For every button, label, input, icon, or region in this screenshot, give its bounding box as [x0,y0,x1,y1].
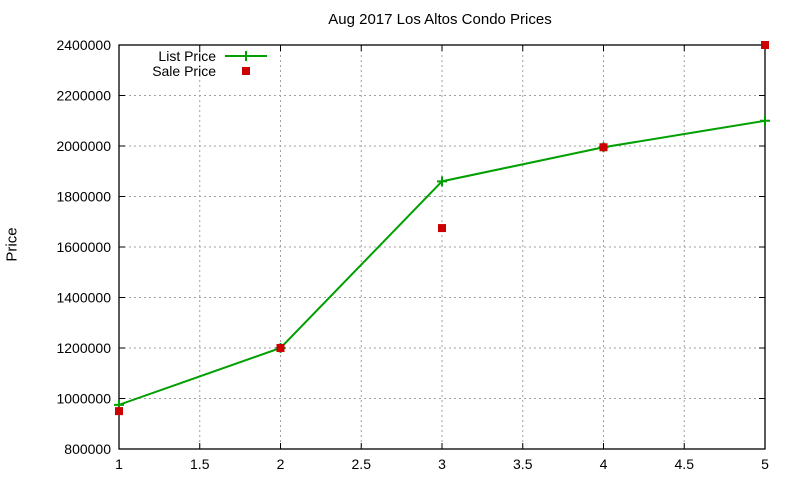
sale-price-marker [276,344,285,352]
x-tick-label: 3 [438,456,446,472]
legend-label: List Price [158,48,216,64]
y-tick-label: 2400000 [56,37,111,53]
y-tick-label: 1400000 [56,290,111,306]
legend-label: Sale Price [152,63,216,79]
chart-title: Aug 2017 Los Altos Condo Prices [328,11,552,28]
data-series [114,41,770,416]
sale-price-marker [761,41,769,49]
y-tick-label: 2200000 [56,88,111,104]
x-tick-label: 3.5 [513,456,533,472]
x-tick-label: 2 [277,456,285,472]
list-price-line [118,119,766,406]
list-price-marker [437,176,447,187]
sale-price-marker [438,224,446,233]
y-tick-label: 1000000 [56,391,111,407]
y-tick-label: 800000 [64,441,111,457]
grid-lines [119,45,765,449]
axis-ticks: 1 1.5 2 2.5 3 3.5 4 4.5 5 800000 1000000 1200000 140… [56,37,769,472]
y-tick-label: 1800000 [56,189,111,205]
y-tick-label: 2000000 [56,138,111,154]
y-tick-label: 1600000 [56,239,111,255]
x-tick-label: 1.5 [190,456,210,472]
sale-price-marker [115,407,123,416]
sale-price-marker [599,143,608,152]
x-tick-label: 4 [600,456,608,472]
x-tick-label: 5 [761,456,769,472]
list-price-marker [760,115,770,126]
y-tick-label: 1200000 [56,340,111,356]
x-tick-label: 4.5 [675,456,695,472]
x-tick-label: 2.5 [352,456,372,472]
x-tick-label: 1 [115,456,123,472]
